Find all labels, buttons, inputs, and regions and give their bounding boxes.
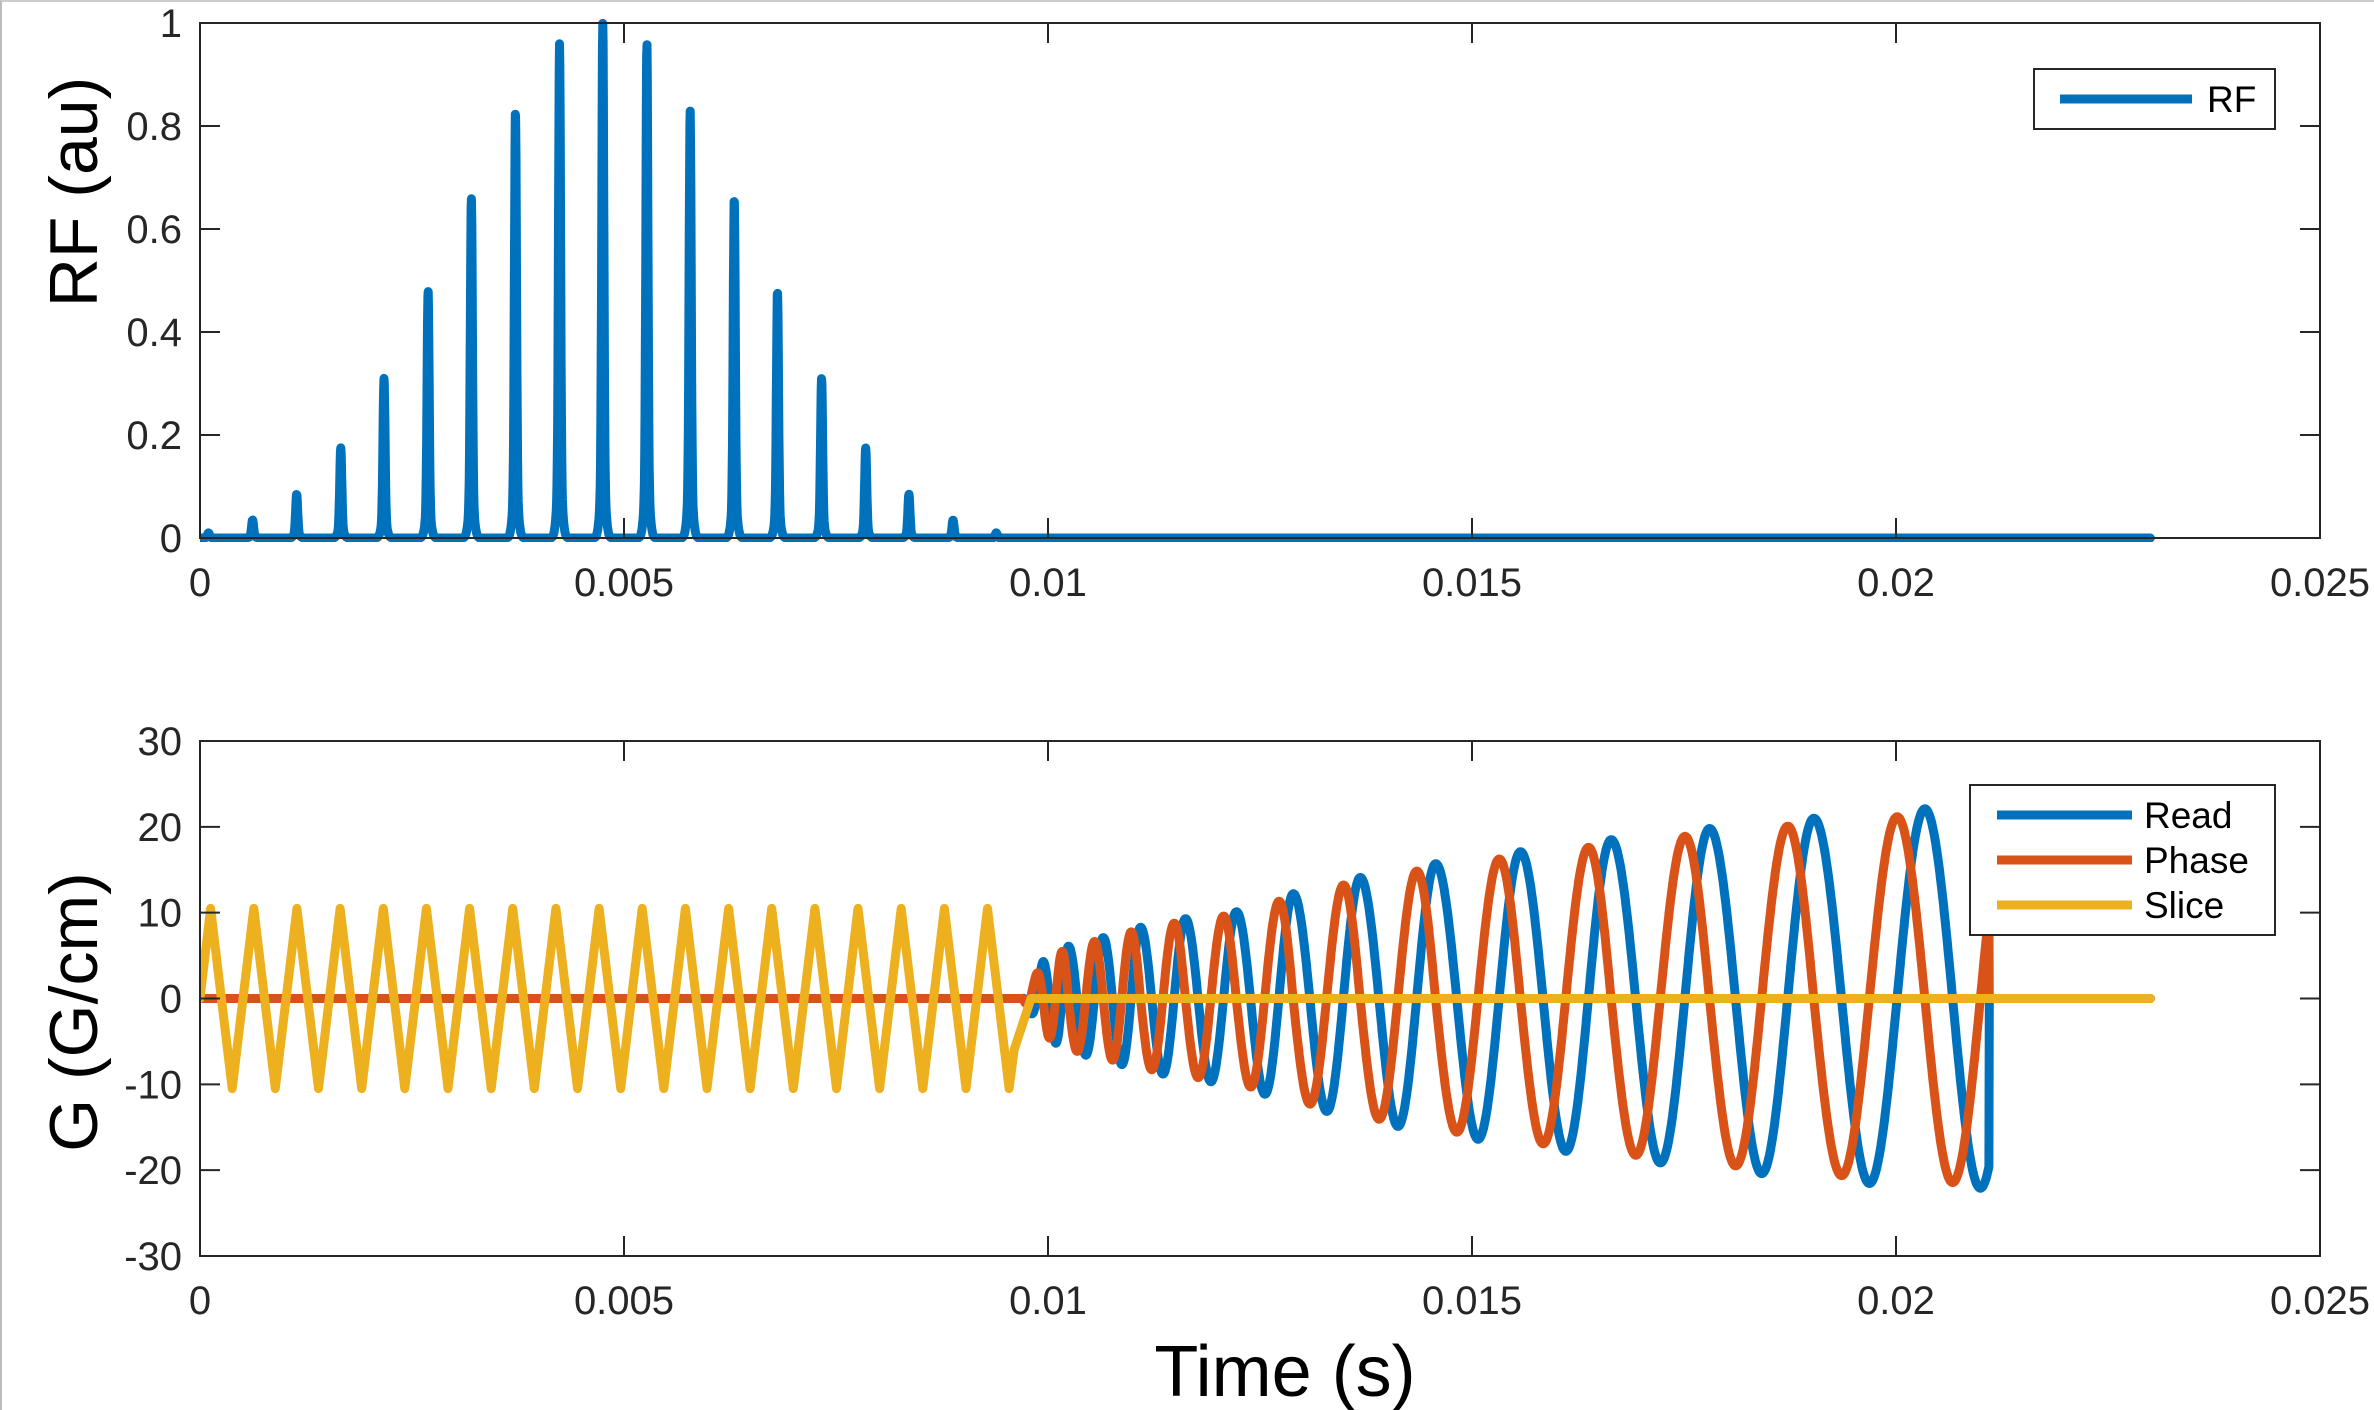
y-tick-label: 10 (138, 892, 183, 936)
x-tick-label: 0.015 (1422, 561, 1522, 605)
y-tick-label: 0 (160, 978, 182, 1022)
y-tick-label: -20 (124, 1149, 182, 1193)
series-rf-line (200, 19, 2155, 542)
y-axis-label: G (G/cm) (36, 872, 112, 1152)
x-tick-label: 0.025 (2270, 561, 2370, 605)
legend-label-rf: RF (2207, 79, 2256, 120)
y-tick-label: -30 (124, 1235, 182, 1279)
x-tick-label: 0.01 (1009, 1279, 1087, 1323)
legend-label-phase: Phase (2144, 840, 2249, 881)
series-slice-line (200, 903, 2155, 1094)
y-tick-label: 0.6 (126, 208, 182, 252)
x-tick-label: 0.01 (1009, 561, 1087, 605)
x-tick-label: 0 (189, 561, 211, 605)
legend-label-slice: Slice (2144, 885, 2224, 926)
y-tick-label: 0.4 (126, 311, 182, 355)
x-tick-label: 0.025 (2270, 1279, 2370, 1323)
axes-2: 0 0.005 0.01 0.015 0.02 0.025 -30 -20 -10 0 10 20 30… (36, 720, 2370, 1410)
y-tick-label: 0 (160, 517, 182, 561)
x-tick-label: 0.005 (574, 1279, 674, 1323)
x-tick-label: 0 (189, 1279, 211, 1323)
legend: RF (2033, 68, 2276, 130)
legend-label-read: Read (2144, 795, 2232, 836)
y-tick-label: 0.2 (126, 414, 182, 458)
x-tick-label: 0.015 (1422, 1279, 1522, 1323)
plot-lines (200, 19, 2155, 542)
axes-box (199, 22, 2321, 539)
y-tick-label: 20 (138, 806, 183, 850)
plot-lines (200, 804, 2155, 1193)
x-tick-label: 0.02 (1857, 1279, 1935, 1323)
x-tick-label: 0.02 (1857, 561, 1935, 605)
x-axis-label: Time (s) (1154, 1332, 1415, 1410)
y-tick-label: 0.8 (126, 105, 182, 149)
y-tick-label: 30 (138, 720, 183, 764)
x-tick-label: 0.005 (574, 561, 674, 605)
y-tick-label: -10 (124, 1063, 182, 1107)
axes-1: 0 0.005 0.01 0.015 0.02 0.025 0 0.2 0.4 0.6 0.8 1 RF… (36, 2, 2370, 605)
y-tick-label: 1 (160, 2, 182, 46)
y-axis-label: RF (au) (36, 77, 112, 307)
